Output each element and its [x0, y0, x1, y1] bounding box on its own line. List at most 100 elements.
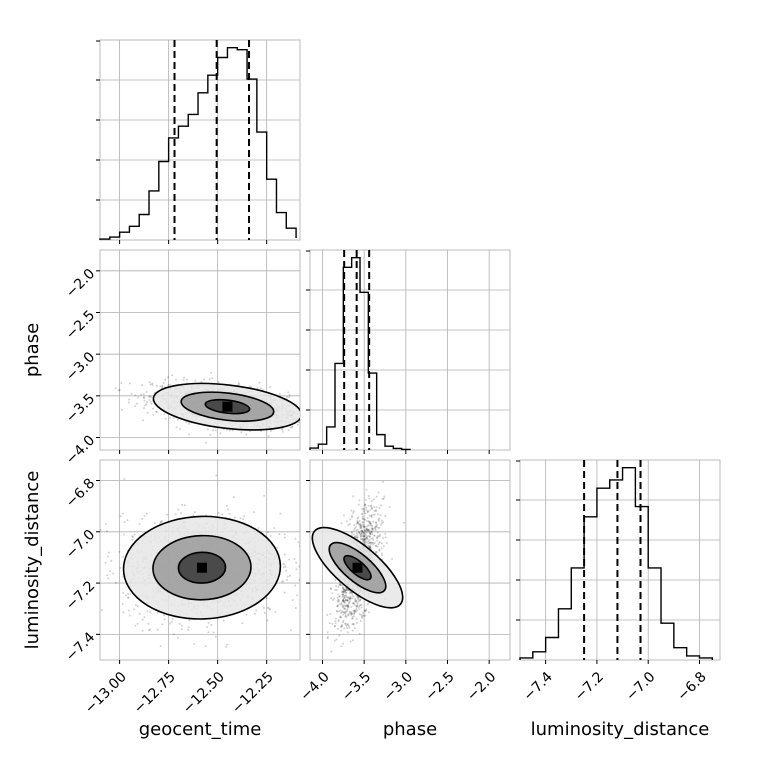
sample-point: [338, 634, 341, 637]
sample-point: [366, 511, 369, 514]
sample-point: [339, 583, 342, 586]
sample-point: [367, 534, 370, 537]
sample-point: [361, 530, 364, 533]
sample-point: [362, 611, 365, 614]
sample-point: [165, 513, 168, 516]
sample-point: [356, 528, 359, 531]
sample-point: [341, 587, 344, 590]
sample-point: [340, 610, 343, 613]
sample-point: [363, 526, 366, 529]
sample-point: [360, 537, 363, 540]
sample-point: [291, 599, 294, 602]
sample-point: [328, 622, 331, 625]
sample-point: [337, 620, 340, 623]
sample-point: [352, 495, 355, 498]
sample-point: [352, 533, 355, 536]
sample-point: [350, 591, 353, 594]
sample-point: [362, 524, 365, 527]
sample-point: [228, 429, 231, 432]
sample-point: [364, 512, 367, 515]
sample-point: [361, 616, 364, 619]
sample-point: [363, 538, 366, 541]
sample-point: [130, 392, 133, 395]
sample-point: [348, 601, 351, 604]
sample-point: [187, 628, 190, 631]
sample-point: [382, 497, 385, 500]
xtick-label-geocent_time: −12.75: [131, 669, 179, 717]
sample-point: [384, 536, 387, 539]
sample-point: [155, 410, 158, 413]
sample-point: [355, 536, 358, 539]
sample-point: [345, 610, 348, 613]
sample-point: [304, 564, 306, 566]
sample-point: [156, 628, 159, 631]
sample-point: [161, 385, 164, 388]
sample-point: [269, 386, 272, 389]
sample-point: [336, 599, 339, 602]
sample-point: [289, 426, 292, 429]
sample-point: [379, 514, 382, 517]
sample-point: [382, 520, 385, 523]
sample-point: [347, 603, 350, 606]
sample-point: [368, 528, 371, 531]
sample-point: [148, 395, 151, 398]
sample-point: [350, 612, 353, 615]
sample-point: [362, 535, 365, 538]
sample-point: [185, 421, 188, 424]
sample-point: [369, 521, 372, 524]
sample-point: [354, 598, 357, 601]
sample-point: [376, 534, 379, 537]
sample-point: [259, 387, 262, 390]
sample-point: [349, 591, 352, 594]
sample-point: [345, 594, 348, 597]
sample-point: [367, 611, 370, 614]
sample-point: [257, 527, 260, 530]
sample-point: [134, 405, 137, 408]
sample-point: [344, 612, 347, 615]
sample-point: [342, 589, 345, 592]
sample-point: [180, 628, 183, 631]
sample-point: [345, 520, 348, 523]
sample-point: [356, 521, 359, 524]
sample-point: [355, 599, 358, 602]
sample-point: [286, 396, 289, 399]
sample-point: [269, 608, 272, 611]
sample-point: [380, 552, 383, 555]
sample-point: [372, 543, 375, 546]
sample-point: [128, 614, 131, 617]
sample-point: [350, 617, 353, 620]
sample-point: [281, 428, 284, 431]
sample-point: [279, 512, 282, 515]
sample-point: [168, 384, 171, 387]
sample-point: [304, 408, 306, 410]
sample-point: [360, 532, 363, 535]
sample-point: [281, 427, 284, 430]
sample-point: [167, 383, 170, 386]
sample-point: [353, 609, 356, 612]
sample-point: [214, 429, 217, 432]
sample-point: [188, 433, 191, 436]
sample-point: [342, 605, 345, 608]
sample-point: [156, 611, 159, 614]
sample-point: [372, 513, 375, 516]
sample-point: [378, 548, 381, 551]
sample-point: [338, 595, 341, 598]
sample-point: [141, 618, 144, 621]
sample-point: [348, 597, 351, 600]
sample-point: [376, 531, 379, 534]
sample-point: [341, 611, 344, 614]
sample-point: [355, 605, 358, 608]
sample-point: [354, 599, 357, 602]
sample-point: [378, 533, 381, 536]
sample-point: [359, 527, 362, 530]
sample-point: [364, 610, 367, 613]
density-panel-phase-luminosity_distance: [306, 459, 511, 664]
sample-point: [305, 421, 307, 423]
sample-point: [123, 477, 126, 480]
sample-point: [375, 506, 378, 509]
sample-point: [343, 590, 346, 593]
sample-point: [283, 563, 286, 566]
sample-point: [368, 536, 371, 539]
sample-point: [337, 619, 340, 622]
sample-point: [359, 525, 362, 528]
